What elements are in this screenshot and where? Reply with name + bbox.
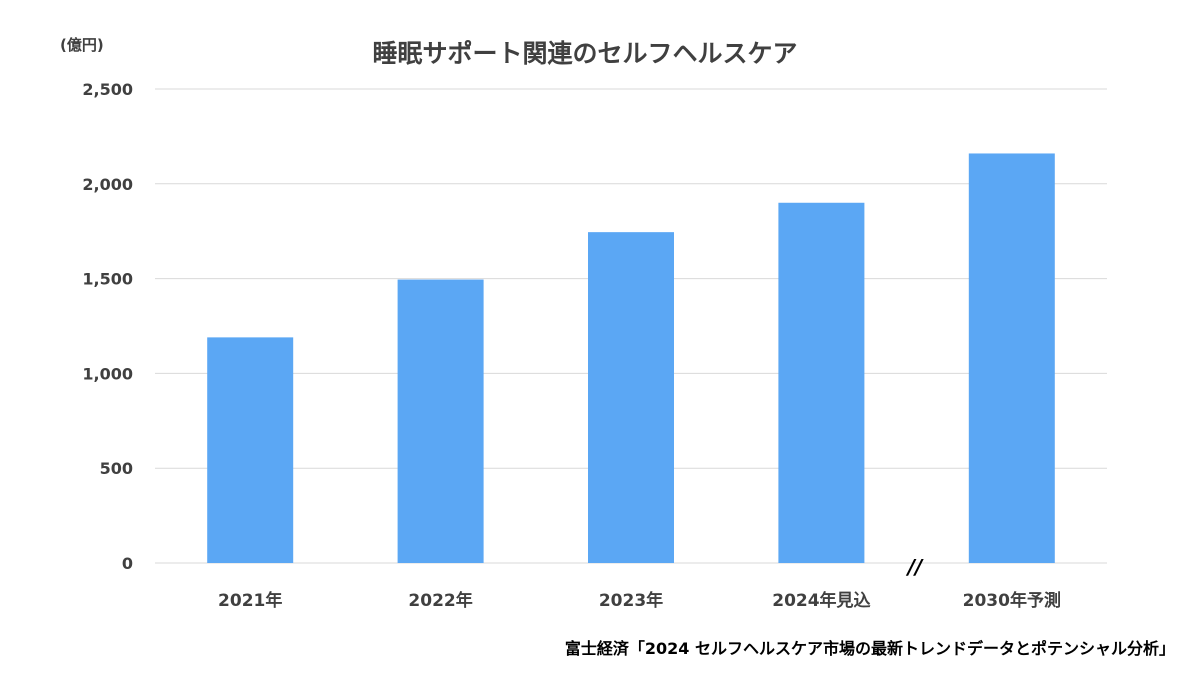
chart-title: 睡眠サポート関連のセルフヘルスケア <box>372 39 797 68</box>
y-tick-label: 2,000 <box>82 175 133 194</box>
y-axis-unit-label: (億円) <box>60 36 104 54</box>
x-tick-label: 2021年 <box>218 590 282 611</box>
bar <box>207 337 294 563</box>
x-tick-label: 2023年 <box>599 590 663 611</box>
y-tick-label: 1,000 <box>82 364 133 383</box>
bars <box>207 153 1055 564</box>
y-tick-label: 500 <box>100 459 133 478</box>
axis-break-mark: // <box>906 555 924 579</box>
bar <box>397 279 484 563</box>
source-note: 富士経済「2024 セルフヘルスケア市場の最新トレンドデータとポテンシャル分析」 <box>565 639 1175 658</box>
y-tick-label: 1,500 <box>82 270 133 289</box>
x-tick-label: 2030年予測 <box>963 590 1061 611</box>
y-tick-label: 2,500 <box>82 80 133 99</box>
bar <box>588 232 674 563</box>
x-tick-label: 2024年見込 <box>772 590 870 611</box>
y-tick-label: 0 <box>122 554 133 573</box>
x-axis-tick-labels: 2021年 2022年 2023年 2024年見込 2030年予測 <box>218 590 1061 611</box>
x-tick-label: 2022年 <box>408 590 472 611</box>
bar <box>778 202 865 563</box>
y-axis-tick-labels: 0 500 1,000 1,500 2,000 2,500 <box>82 80 133 573</box>
bar <box>968 153 1055 564</box>
